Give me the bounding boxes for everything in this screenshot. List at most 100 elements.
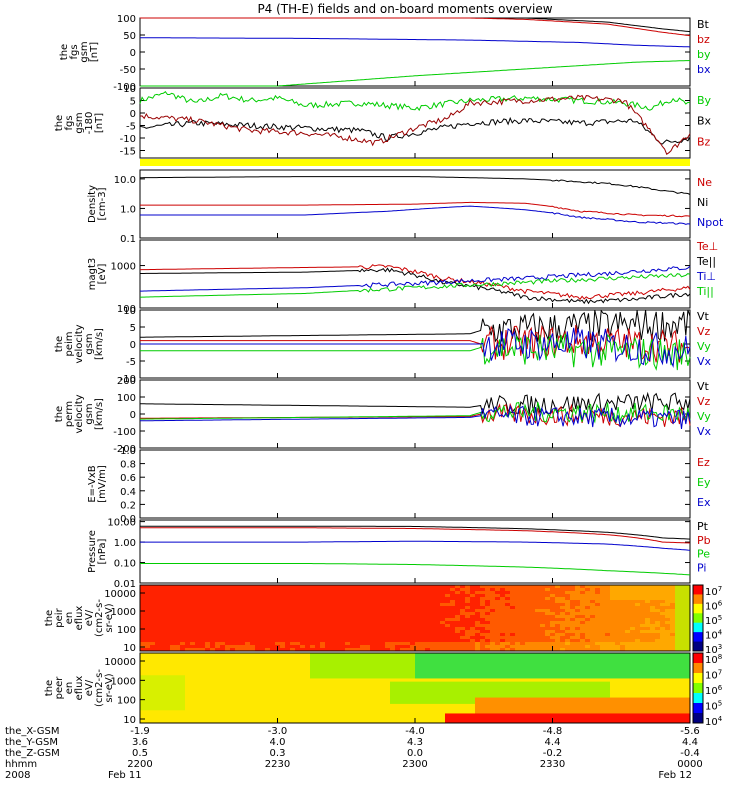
heatmap-cell (475, 639, 481, 643)
heatmap-cell (435, 691, 441, 695)
heatmap-cell (160, 621, 166, 625)
heatmap-cell (215, 600, 221, 604)
heatmap-cell (480, 612, 486, 616)
heatmap-cell (280, 615, 286, 619)
heatmap-cell (155, 591, 161, 595)
heatmap-cell (225, 645, 231, 649)
heatmap-cell (545, 609, 551, 613)
heatmap-cell (385, 633, 391, 637)
heatmap-cell (150, 612, 156, 616)
heatmap-cell (605, 612, 611, 616)
heatmap-cell (570, 645, 576, 649)
heatmap-cell (435, 694, 441, 698)
heatmap-cell (155, 603, 161, 607)
heatmap-cell (185, 612, 191, 616)
heatmap-cell (305, 701, 311, 705)
heatmap-cell (225, 642, 231, 646)
heatmap-cell (375, 704, 381, 708)
y-tick-label: 1.00 (114, 538, 136, 549)
heatmap-cell (475, 603, 481, 607)
heatmap-cell (340, 636, 346, 640)
heatmap-cell (495, 615, 501, 619)
heatmap-cell (620, 713, 626, 717)
heatmap-cell (375, 621, 381, 625)
heatmap-cell (310, 688, 316, 692)
heatmap-cell (610, 603, 616, 607)
heatmap-cell (245, 645, 251, 649)
heatmap-cell (405, 701, 411, 705)
heatmap-cell (565, 597, 571, 601)
heatmap-cell (395, 678, 401, 682)
y-tick-label: 0 (130, 340, 136, 351)
heatmap-cell (205, 594, 211, 598)
heatmap-cell (410, 642, 416, 646)
heatmap-cell (340, 606, 346, 610)
heatmap-cell (315, 656, 321, 660)
heatmap-cell (455, 633, 461, 637)
heatmap-cell (185, 645, 191, 649)
heatmap-cell (250, 588, 256, 592)
heatmap-cell (485, 672, 491, 676)
heatmap-cell (600, 688, 606, 692)
heatmap-cell (455, 653, 461, 657)
heatmap-cell (600, 609, 606, 613)
heatmap-cell (625, 585, 631, 589)
heatmap-cell (520, 612, 526, 616)
heatmap-cell (330, 621, 336, 625)
heatmap-cell (250, 710, 256, 714)
heatmap-cell (465, 642, 471, 646)
heatmap-cell (590, 707, 596, 711)
heatmap-cell (225, 633, 231, 637)
heatmap-cell (410, 588, 416, 592)
heatmap-cell (620, 636, 626, 640)
heatmap-cell (475, 707, 481, 711)
heatmap-cell (455, 597, 461, 601)
heatmap-cell (620, 609, 626, 613)
heatmap-cell (405, 609, 411, 613)
heatmap-cell (305, 688, 311, 692)
heatmap-cell (430, 606, 436, 610)
heatmap-cell (530, 588, 536, 592)
heatmap-cell (570, 707, 576, 711)
heatmap-cell (520, 594, 526, 598)
heatmap-cell (445, 639, 451, 643)
heatmap-cell (585, 630, 591, 634)
heatmap-cell (190, 682, 196, 686)
heatmap-cell (530, 669, 536, 673)
heatmap-cell (145, 606, 151, 610)
heatmap-cell (575, 713, 581, 717)
heatmap-cell (665, 624, 671, 628)
heatmap-cell (300, 688, 306, 692)
heatmap-cell (445, 704, 451, 708)
heatmap-cell (155, 633, 161, 637)
heatmap-cell (640, 704, 646, 708)
heatmap-cell (140, 666, 146, 670)
heatmap-cell (655, 612, 661, 616)
heatmap-cell (610, 630, 616, 634)
heatmap-cell (650, 704, 656, 708)
heatmap-cell (165, 710, 171, 714)
heatmap-cell (405, 691, 411, 695)
heatmap-cell (400, 675, 406, 679)
heatmap-cell (535, 630, 541, 634)
heatmap-cell (665, 642, 671, 646)
heatmap-cell (440, 645, 446, 649)
heatmap-cell (215, 624, 221, 628)
heatmap-cell (400, 585, 406, 589)
heatmap-cell (515, 713, 521, 717)
heatmap-cell (415, 606, 421, 610)
heatmap-cell (155, 691, 161, 695)
heatmap-cell (350, 701, 356, 705)
heatmap-cell (540, 612, 546, 616)
heatmap-cell (625, 597, 631, 601)
heatmap-cell (230, 710, 236, 714)
heatmap-cell (170, 588, 176, 592)
heatmap-cell (545, 653, 551, 657)
heatmap-cell (555, 694, 561, 698)
heatmap-cell (635, 678, 641, 682)
heatmap-cell (165, 672, 171, 676)
heatmap-cell (520, 707, 526, 711)
heatmap-cell (530, 678, 536, 682)
heatmap-cell (360, 659, 366, 663)
heatmap-cell (265, 653, 271, 657)
